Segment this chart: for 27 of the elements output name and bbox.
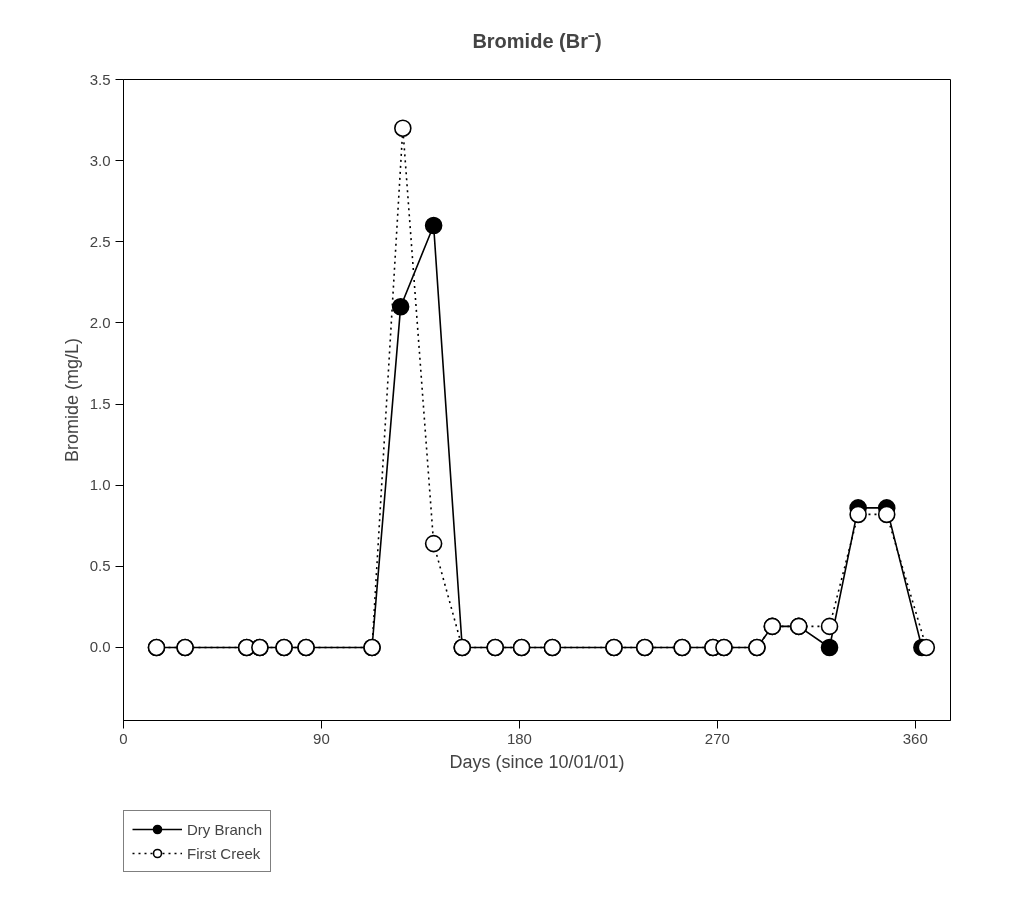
x-tick-label: 270 bbox=[704, 729, 730, 747]
point bbox=[820, 617, 839, 636]
y-tick-label: 1.0 bbox=[89, 476, 111, 494]
point bbox=[424, 216, 443, 235]
y-tick-label: 1.5 bbox=[89, 395, 111, 413]
point bbox=[391, 297, 410, 316]
point bbox=[849, 505, 867, 524]
point bbox=[424, 534, 443, 553]
point bbox=[820, 638, 839, 657]
point bbox=[394, 119, 412, 137]
y-tick-label: 3.5 bbox=[89, 70, 111, 88]
x-tick-label: 0 bbox=[119, 729, 128, 747]
legend-label: Dry Branch bbox=[187, 820, 263, 838]
x-tick-label: 360 bbox=[902, 729, 928, 747]
y-tick-label: 0.5 bbox=[89, 557, 111, 575]
y-tick-label: 2.0 bbox=[89, 313, 111, 331]
point bbox=[877, 505, 896, 524]
chart-title: Bromide (Br⁻) bbox=[472, 30, 602, 52]
legend-label: First Creek bbox=[187, 844, 261, 862]
y-tick-label: 0.0 bbox=[89, 638, 111, 656]
point bbox=[917, 638, 936, 657]
x-tick-label: 90 bbox=[313, 729, 330, 747]
y-axis-title: Bromide (mg/L) bbox=[61, 337, 82, 463]
x-axis-title: Days (since 10/01/01) bbox=[449, 751, 625, 772]
x-tick-label: 180 bbox=[506, 729, 532, 747]
y-tick-label: 3.0 bbox=[89, 151, 111, 169]
y-tick-label: 2.5 bbox=[89, 232, 111, 250]
